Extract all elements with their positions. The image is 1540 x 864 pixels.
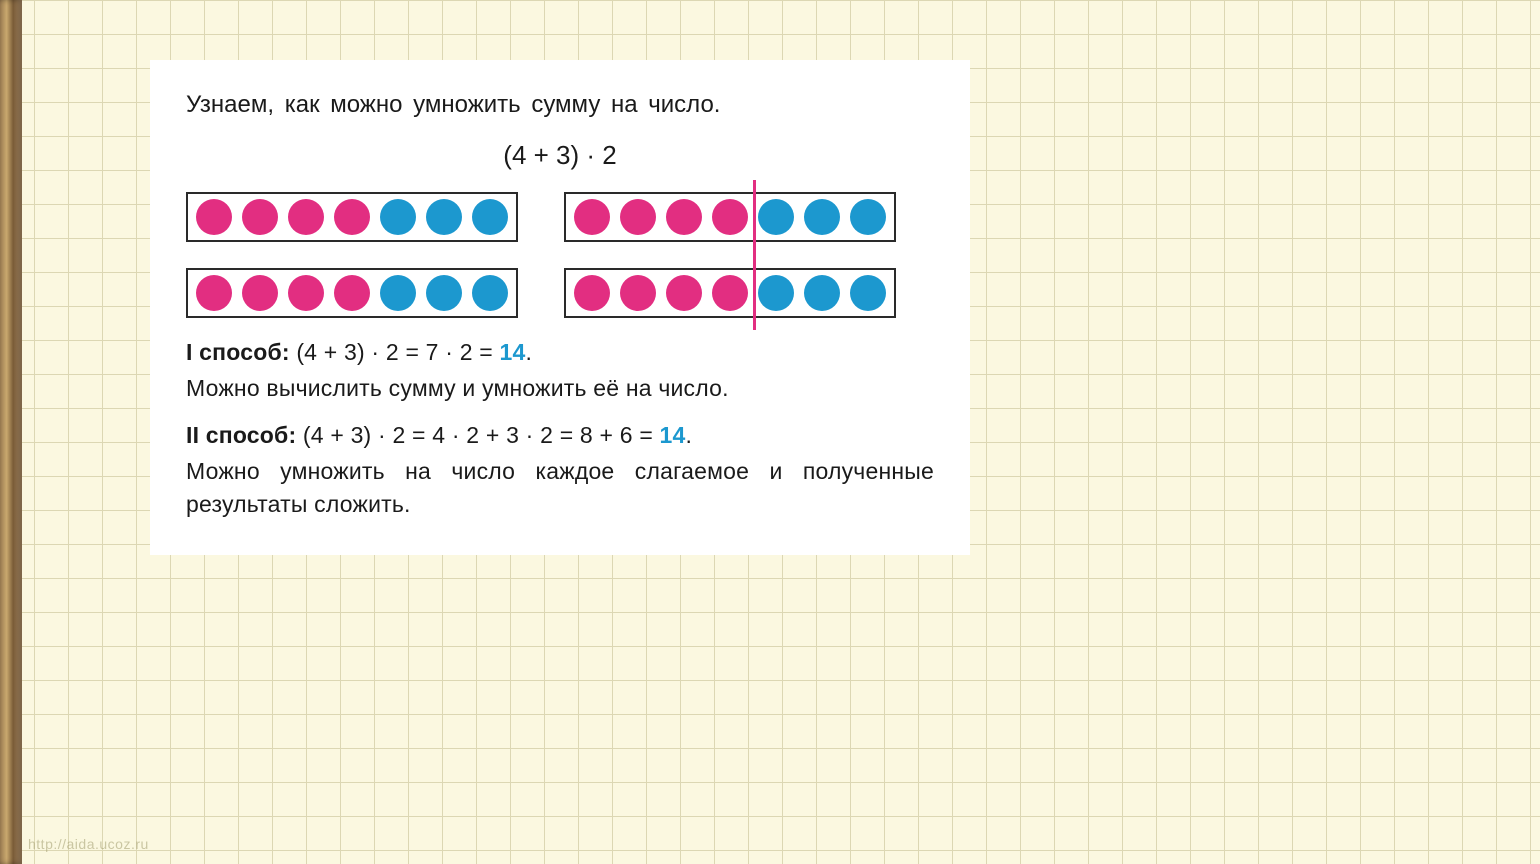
dot-group bbox=[380, 275, 508, 311]
method-2-expression: (4 + 3) · 2 = 4 · 2 + 3 · 2 = 8 + 6 = bbox=[303, 422, 660, 448]
method-2-label: II способ: bbox=[186, 422, 296, 448]
method-1-expression: (4 + 3) · 2 = 7 · 2 = bbox=[296, 339, 499, 365]
dot bbox=[850, 275, 886, 311]
method-1-label: I способ: bbox=[186, 339, 290, 365]
book-binding bbox=[0, 0, 22, 864]
dot bbox=[666, 199, 702, 235]
dot bbox=[288, 199, 324, 235]
dot bbox=[196, 199, 232, 235]
dot bbox=[666, 275, 702, 311]
dot bbox=[242, 199, 278, 235]
content-card: Узнаем, как можно умножить сумму на числ… bbox=[150, 60, 970, 555]
dot-group bbox=[758, 275, 886, 311]
page-title: Узнаем, как можно умножить сумму на числ… bbox=[186, 88, 934, 123]
dot bbox=[574, 275, 610, 311]
dot-group bbox=[380, 199, 508, 235]
dot bbox=[472, 275, 508, 311]
dot bbox=[242, 275, 278, 311]
diagram-left-column bbox=[186, 192, 518, 318]
dot bbox=[758, 275, 794, 311]
dot-group bbox=[196, 199, 370, 235]
watermark: http://aida.ucoz.ru bbox=[28, 836, 149, 852]
main-expression: (4 + 3) · 2 bbox=[186, 137, 934, 175]
method-2-line: II способ: (4 + 3) · 2 = 4 · 2 + 3 · 2 =… bbox=[186, 419, 934, 452]
dot-group bbox=[574, 199, 748, 235]
dot-group bbox=[196, 275, 370, 311]
dot bbox=[288, 275, 324, 311]
dot bbox=[380, 199, 416, 235]
dot-group bbox=[574, 275, 748, 311]
dot bbox=[758, 199, 794, 235]
dot-group bbox=[758, 199, 886, 235]
dot bbox=[472, 199, 508, 235]
dot bbox=[850, 199, 886, 235]
dot-row bbox=[564, 268, 896, 318]
dot bbox=[426, 275, 462, 311]
method-2-text: Можно умножить на число каждое слагаемое… bbox=[186, 455, 934, 522]
diagram bbox=[186, 192, 934, 318]
dot bbox=[804, 199, 840, 235]
dot bbox=[334, 275, 370, 311]
method-1-text: Можно вычислить сумму и умножить её на ч… bbox=[186, 372, 934, 405]
dot bbox=[712, 199, 748, 235]
method-1-tail: . bbox=[526, 339, 533, 365]
dot bbox=[620, 199, 656, 235]
dot bbox=[620, 275, 656, 311]
diagram-right-column bbox=[564, 192, 896, 318]
divider-line bbox=[753, 180, 756, 330]
dot-row bbox=[186, 192, 518, 242]
dot bbox=[574, 199, 610, 235]
dot bbox=[804, 275, 840, 311]
dot bbox=[334, 199, 370, 235]
dot bbox=[712, 275, 748, 311]
dot bbox=[380, 275, 416, 311]
dot-row bbox=[564, 192, 896, 242]
dot-row bbox=[186, 268, 518, 318]
dot bbox=[196, 275, 232, 311]
method-1-line: I способ: (4 + 3) · 2 = 7 · 2 = 14. bbox=[186, 336, 934, 369]
method-2-result: 14 bbox=[660, 422, 686, 448]
method-1-result: 14 bbox=[500, 339, 526, 365]
method-2-tail: . bbox=[686, 422, 693, 448]
dot bbox=[426, 199, 462, 235]
